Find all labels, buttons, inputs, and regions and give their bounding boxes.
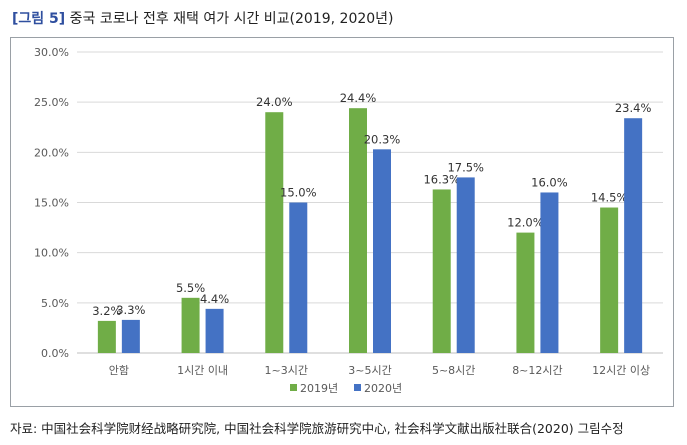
y-tick-label: 25.0% [34,96,69,109]
bar-series2 [121,319,140,353]
bar-series1 [432,189,451,353]
data-label: 16.3% [423,172,460,186]
x-tick-label: 안함 [109,364,129,377]
x-tick-label: 3~5시간 [348,364,391,377]
bar-series2 [205,308,224,353]
data-label: 14.5% [591,191,628,205]
bar-series1 [181,297,200,353]
data-label: 12.0% [507,216,544,230]
legend-label: 2020년 [364,382,402,395]
source-note: 자료: 中国社会科学院财经战略研究院, 中国社会科学院旅游研究中心, 社会科学文… [10,421,624,436]
bar-chart: 0.0% 5.0% 10.0% 15.0% 20.0% 25.0% 30.0% 3.2%3.3… [34,46,663,395]
data-label: 24.0% [256,95,293,109]
y-tick-label: 30.0% [34,46,69,59]
data-label: 17.5% [447,160,484,174]
bar-series2 [373,149,391,353]
legend-swatch [290,384,297,391]
figure-label: [그림 5] [12,11,66,27]
data-label: 15.0% [280,186,317,200]
legend-swatch [354,384,361,391]
bar-series1 [97,320,116,353]
legend-label: 2019년 [300,382,338,395]
y-tick-label: 10.0% [34,247,69,260]
data-label: 3.3% [116,303,145,317]
bar-series2 [540,192,559,353]
bar-series2 [624,118,643,353]
y-tick-label: 20.0% [34,146,69,159]
data-label: 23.4% [615,101,652,115]
bar-series1 [600,207,619,353]
data-label: 20.3% [364,132,401,146]
x-tick-label: 1시간 이내 [177,364,228,377]
figure-title-text: 중국 코로나 전후 재택 여가 시간 비교(2019, 2020년) [69,11,394,27]
x-tick-label: 12시간 이상 [592,364,650,377]
bar-series1 [516,232,535,353]
chart-frame: 0.0% 5.0% 10.0% 15.0% 20.0% 25.0% 30.0% 3.2% 3.3… [10,37,674,407]
y-tick-label: 5.0% [41,297,69,310]
bar-series1 [349,108,367,353]
x-tick-label: 5~8시간 [432,364,475,377]
bar-series2 [456,177,475,353]
bar-series2 [289,202,308,353]
x-tick-label: 8~12시간 [512,364,562,377]
bar-series1 [265,112,284,353]
data-label: 5.5% [176,281,205,295]
y-tick-label: 15.0% [34,197,69,210]
y-tick-label: 0.0% [41,347,69,360]
data-label: 3.2% [92,304,121,318]
x-tick-label: 1~3시간 [265,364,308,377]
figure-title: [그림 5] 중국 코로나 전후 재택 여가 시간 비교(2019, 2020년… [12,8,394,28]
data-label: 24.4% [340,91,377,105]
data-label: 16.0% [531,175,568,189]
data-label: 4.4% [200,292,229,306]
